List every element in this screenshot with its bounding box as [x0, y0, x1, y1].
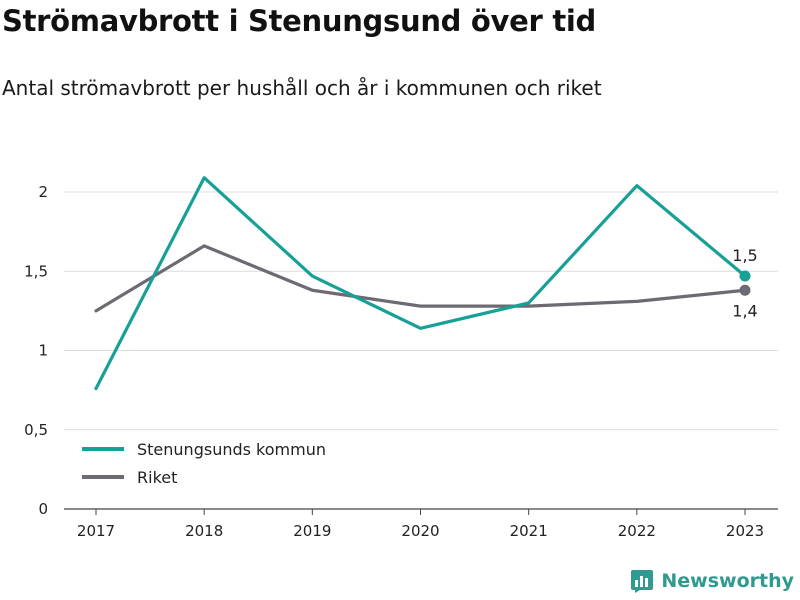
series-layer: 1,5 1,4 — [94, 176, 758, 391]
x-tick-label: 2021 — [510, 522, 548, 540]
x-axis: 2017 2018 2019 2020 2021 2022 2023 — [64, 508, 778, 540]
series-line-1 — [94, 244, 747, 313]
legend: Stenungsunds kommun Riket — [82, 440, 326, 487]
chart-title: Strömavbrott i Stenungsund över tid — [2, 4, 596, 38]
y-tick-label: 0,5 — [24, 421, 48, 439]
brand-name: Newsworthy — [661, 570, 794, 592]
gridlines — [64, 191, 778, 431]
y-axis-ticks: 0 0,5 1 1,5 2 — [24, 183, 48, 518]
x-tick-label: 2023 — [726, 522, 764, 540]
series-end-label-1: 1,4 — [732, 301, 757, 320]
series-line-0 — [94, 176, 747, 391]
newsworthy-logo-icon — [631, 570, 654, 593]
y-tick-label: 1 — [38, 342, 48, 360]
x-tick-label: 2022 — [618, 522, 656, 540]
legend-label-1: Riket — [137, 468, 177, 487]
x-tick-label: 2018 — [185, 522, 223, 540]
x-tick-label: 2017 — [77, 522, 115, 540]
series-end-point-1 — [739, 284, 751, 296]
newsworthy-brand: Newsworthy — [629, 568, 794, 594]
legend-label-0: Stenungsunds kommun — [137, 440, 326, 459]
y-tick-label: 0 — [38, 500, 48, 518]
x-tick-label: 2020 — [401, 522, 439, 540]
series-end-label-0: 1,5 — [732, 246, 757, 265]
series-end-point-0 — [739, 270, 751, 282]
y-tick-label: 1,5 — [24, 262, 48, 280]
x-tick-label: 2019 — [293, 522, 331, 540]
chart-subtitle: Antal strömavbrott per hushåll och år i … — [2, 76, 602, 100]
y-tick-label: 2 — [38, 183, 48, 201]
